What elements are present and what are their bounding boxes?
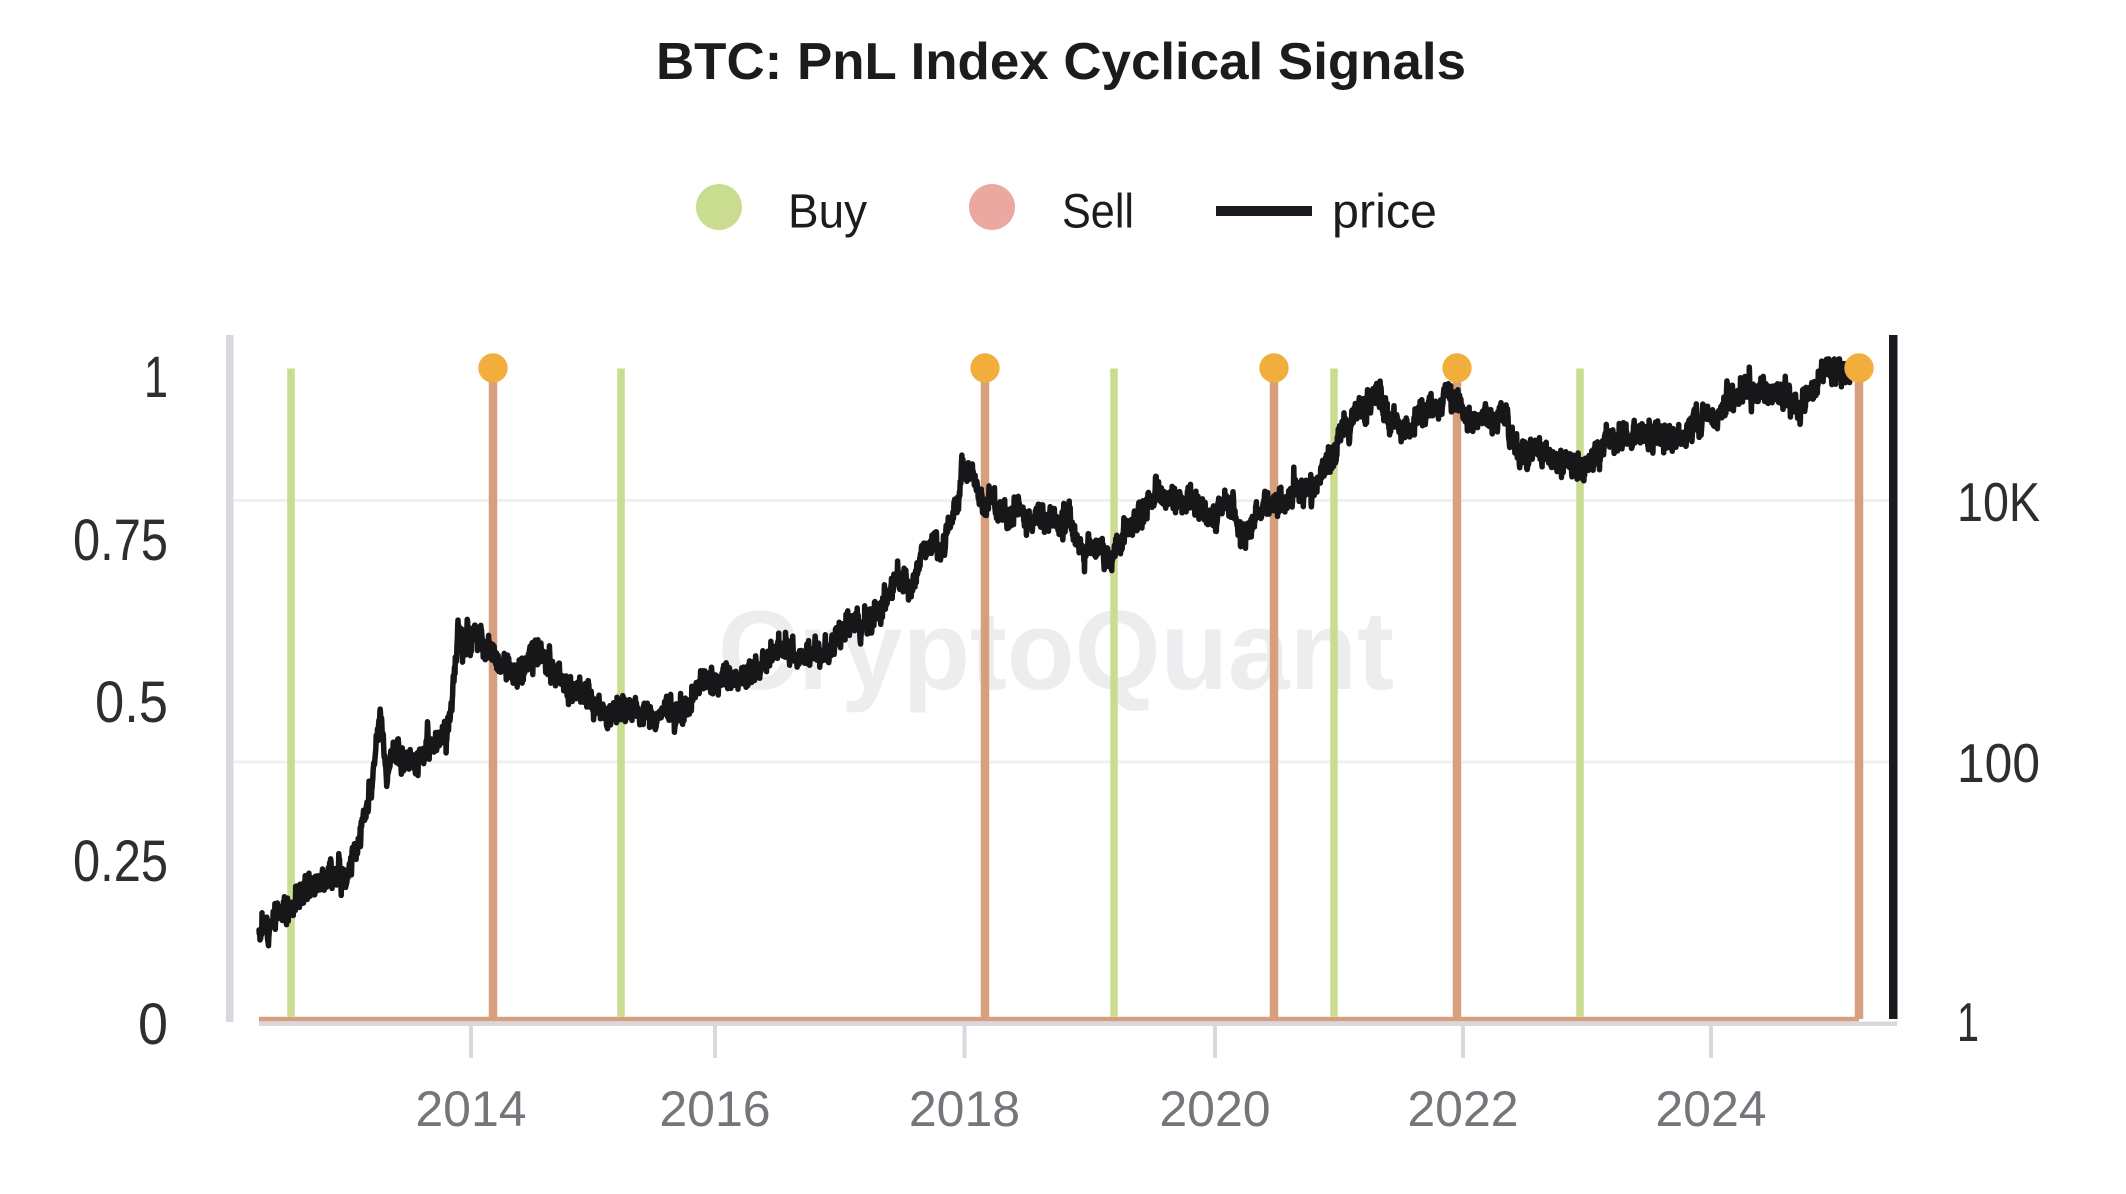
svg-text:0: 0 <box>138 992 168 1057</box>
svg-text:2024: 2024 <box>1655 1081 1766 1137</box>
svg-text:2016: 2016 <box>659 1081 770 1137</box>
svg-text:10K: 10K <box>1957 471 2040 533</box>
svg-text:0.5: 0.5 <box>95 670 168 735</box>
svg-text:1: 1 <box>144 345 168 410</box>
svg-text:2014: 2014 <box>415 1081 526 1137</box>
svg-text:100: 100 <box>1957 732 2040 794</box>
svg-text:2020: 2020 <box>1159 1081 1270 1137</box>
svg-text:2022: 2022 <box>1407 1081 1518 1137</box>
svg-text:2018: 2018 <box>909 1081 1020 1137</box>
svg-text:price: price <box>1332 185 1437 239</box>
svg-text:1: 1 <box>1957 991 1979 1053</box>
svg-text:BTC: PnL Index Cyclical Signal: BTC: PnL Index Cyclical Signals <box>656 33 1466 91</box>
svg-text:0.75: 0.75 <box>73 508 168 573</box>
svg-text:Sell: Sell <box>1062 185 1134 239</box>
svg-text:0.25: 0.25 <box>73 829 168 894</box>
svg-text:Buy: Buy <box>788 185 868 239</box>
